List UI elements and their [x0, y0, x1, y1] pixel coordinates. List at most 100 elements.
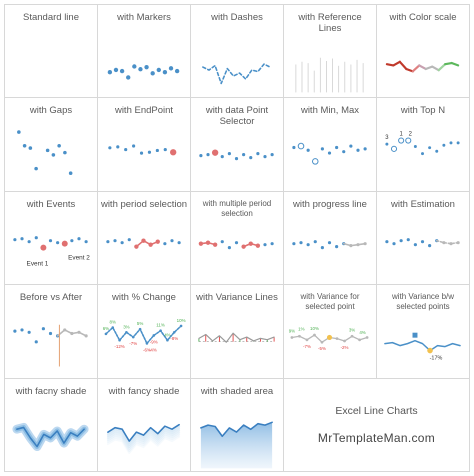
- chart-title: with multiple period selection: [202, 198, 272, 218]
- sparkline-chart: [106, 423, 181, 454]
- sparkline: [435, 239, 459, 245]
- marker-point: [327, 240, 332, 245]
- marker-point: [420, 239, 425, 244]
- marker-point: [126, 75, 131, 80]
- marker-point: [449, 141, 453, 145]
- chart-title: with % Change: [112, 292, 176, 304]
- marker-point: [139, 151, 144, 156]
- marker-point: [48, 332, 53, 336]
- sparkline-chart: [295, 57, 364, 93]
- sparkline: [384, 340, 461, 352]
- variance-label: 9%: [289, 329, 295, 334]
- marker-point: [106, 239, 110, 244]
- branding-site[interactable]: MrTemplateMan.com: [317, 430, 436, 445]
- shade-band: [106, 425, 181, 444]
- color-scale-segment: [444, 61, 453, 66]
- color-scale-segment: [392, 60, 401, 67]
- sparkline: [202, 63, 271, 85]
- marker-point: [335, 146, 339, 150]
- top-n-marker: [405, 137, 412, 144]
- shade-band: [106, 433, 181, 452]
- marker-point: [163, 241, 167, 246]
- marker-point: [17, 130, 21, 135]
- percent-change-label: 10%: [177, 318, 186, 323]
- chart-title: with Estimation: [391, 198, 455, 210]
- sparkline-chart: [106, 237, 181, 249]
- marker-point: [227, 152, 231, 156]
- gray-point: [350, 335, 354, 338]
- variance-label: -2%: [341, 345, 349, 350]
- marker-point: [150, 71, 155, 76]
- sparkline-chart: -17%: [384, 332, 461, 362]
- marker-point: [234, 240, 239, 245]
- percent-change-label: 6%: [103, 326, 109, 331]
- chart-cell: with Markers: [98, 5, 191, 99]
- marker-point: [20, 236, 24, 241]
- chart-cell: with multiple period selection: [191, 191, 284, 286]
- marker-point: [125, 331, 128, 334]
- selected-period-point: [255, 243, 261, 248]
- marker-point: [124, 148, 128, 152]
- chart-title: with period selection: [100, 198, 188, 210]
- marker-point: [48, 238, 53, 243]
- marker-point: [306, 242, 310, 247]
- after-point: [84, 334, 88, 338]
- percent-change-label: -6%: [143, 348, 151, 353]
- marker-point: [363, 147, 367, 151]
- marker-point: [34, 340, 38, 344]
- variance-label: -5%: [318, 346, 326, 351]
- marker-point: [104, 332, 108, 336]
- sparkline-chart: [202, 63, 271, 85]
- marker-point: [147, 151, 152, 155]
- selected-period-point: [205, 240, 211, 245]
- sparkline: [296, 58, 363, 71]
- selected-period-point: [241, 244, 246, 249]
- sparkline-chart: [200, 421, 273, 469]
- selected-period-point: [248, 241, 253, 246]
- marker-point: [456, 141, 460, 145]
- marker-point: [27, 239, 31, 244]
- marker-point: [107, 70, 113, 75]
- marker-point: [179, 324, 183, 328]
- sparkline: [135, 239, 159, 248]
- sparkline-chart: [198, 239, 274, 250]
- percent-change-label: 3%: [123, 325, 129, 330]
- percent-change-label: -8%: [170, 336, 178, 341]
- marker-point: [51, 153, 56, 158]
- after-point: [70, 332, 74, 336]
- marker-point: [413, 242, 417, 247]
- after-point: [77, 330, 81, 335]
- marker-point: [385, 239, 389, 244]
- chart-cell: -17% with Variance b/w selected points: [377, 285, 470, 379]
- marker-point: [116, 145, 120, 149]
- marker-point: [27, 330, 31, 335]
- chart-title: with EndPoint: [114, 105, 174, 117]
- marker-point: [166, 339, 169, 342]
- gray-point: [320, 341, 324, 344]
- sparkline: [158, 240, 179, 243]
- chart-cell: 3 1 2 with Top N: [377, 98, 470, 192]
- color-scale-segment: [450, 61, 460, 67]
- marker-point: [127, 237, 131, 242]
- selected-point-marker: [427, 347, 433, 354]
- remaining-point: [356, 242, 360, 247]
- chart-cell: with EndPoint: [98, 98, 191, 192]
- variance-label: -7%: [303, 344, 311, 349]
- marker-point: [174, 68, 180, 74]
- chart-title: with Min, Max: [300, 105, 360, 117]
- marker-point: [313, 239, 317, 244]
- sparkline: [17, 65, 84, 78]
- sparkline-chart: 8% 3% 5% 11% 10% 6% 4% -12% -7% -6% -9% -8% -4%: [103, 318, 186, 353]
- chart-cell: Event 1 Event 2 with Events: [5, 191, 98, 286]
- percent-change-label: -7%: [129, 341, 137, 346]
- marker-point: [28, 146, 33, 151]
- chart-cell: 9% 1% 10% 3% 4% -7% -5% -2% with Variance for se…: [284, 285, 377, 379]
- marker-point: [413, 145, 417, 149]
- gray-point: [343, 339, 346, 343]
- selected-point-marker: [326, 335, 333, 341]
- marker-point: [163, 148, 167, 152]
- percent-change-label: -12%: [114, 344, 124, 349]
- marker-point: [220, 239, 224, 244]
- chart-title: with data Point Selector: [205, 105, 269, 128]
- color-scale-segment: [411, 64, 421, 73]
